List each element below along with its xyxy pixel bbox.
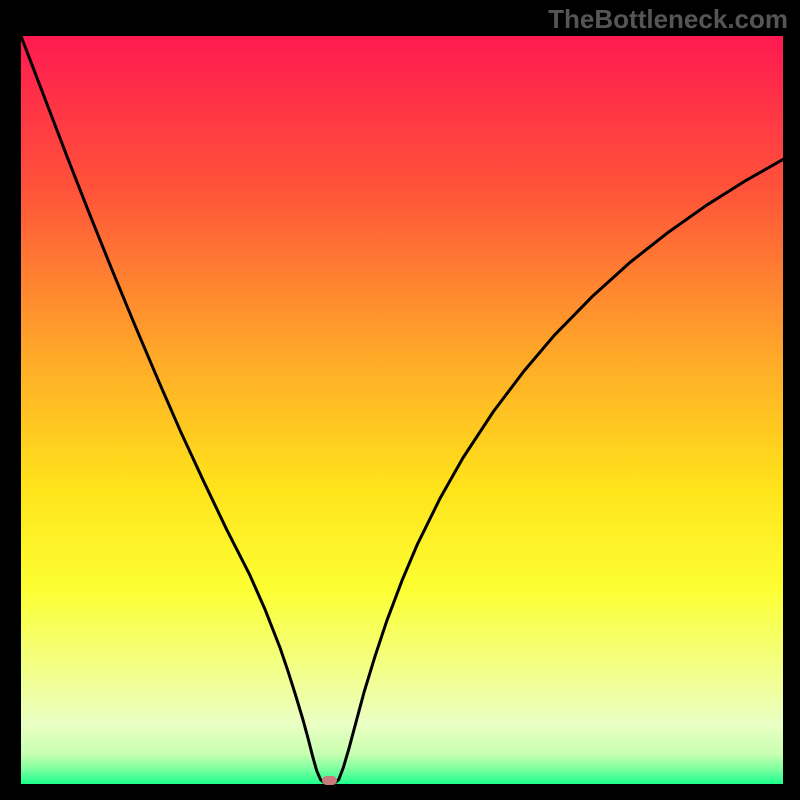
- bottleneck-curve: [21, 36, 783, 784]
- optimum-marker: [322, 776, 337, 785]
- plot-area: [21, 36, 783, 784]
- outer-frame: [0, 0, 800, 800]
- watermark-text: TheBottleneck.com: [548, 4, 788, 35]
